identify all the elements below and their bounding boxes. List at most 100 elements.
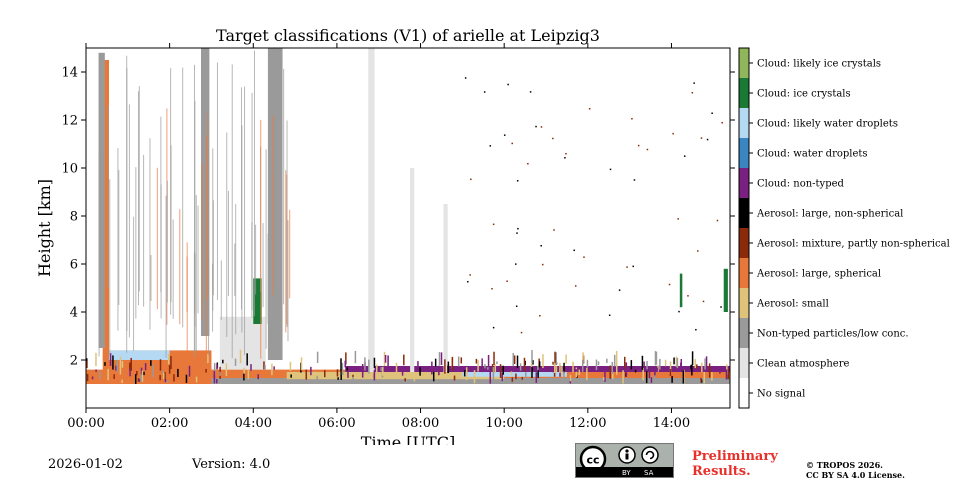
texture-speck xyxy=(554,362,556,374)
texture-speck xyxy=(453,375,456,381)
texture-speck xyxy=(657,365,659,372)
legend-label: Cloud: non-typed xyxy=(757,179,845,190)
footer-date: 2026-01-02 xyxy=(48,457,123,472)
legend-label: Aerosol: mixture, partly non-spherical xyxy=(756,239,950,250)
texture-speck xyxy=(701,362,703,373)
texture-pixel xyxy=(618,289,621,291)
y-tick-label: 6 xyxy=(70,258,78,273)
texture-speck xyxy=(496,361,498,365)
texture-streak xyxy=(276,179,278,346)
texture-speck xyxy=(595,359,598,371)
texture-pixel xyxy=(503,134,506,136)
cc-by-sa-badge: cc BY SA xyxy=(575,443,674,478)
texture-streak xyxy=(234,243,236,296)
texture-speck xyxy=(440,352,443,366)
texture-speck xyxy=(703,371,706,384)
texture-speck xyxy=(606,358,608,363)
texture-speck xyxy=(346,367,349,371)
legend-swatch xyxy=(739,228,749,258)
texture-speck xyxy=(166,380,169,383)
texture-speck xyxy=(460,357,463,364)
texture-pixel xyxy=(464,77,467,79)
texture-speck xyxy=(170,356,172,370)
texture-speck xyxy=(532,360,534,365)
texture-streak xyxy=(143,154,145,307)
texture-speck xyxy=(337,377,339,380)
texture-pixel xyxy=(492,223,495,226)
texture-streak xyxy=(99,55,101,303)
texture-streak xyxy=(287,220,289,342)
texture-speck xyxy=(86,373,89,382)
texture-speck xyxy=(375,364,378,377)
texture-speck xyxy=(336,369,339,377)
texture-speck xyxy=(95,369,97,372)
classification-layers xyxy=(86,48,730,384)
texture-streak xyxy=(193,251,195,358)
texture-speck xyxy=(725,369,728,380)
texture-speck xyxy=(700,377,702,383)
texture-speck xyxy=(634,369,637,373)
texture-speck xyxy=(549,376,551,381)
texture-speck xyxy=(344,360,346,368)
texture-speck xyxy=(404,378,406,382)
y-tick-label: 14 xyxy=(61,66,78,81)
texture-speck xyxy=(164,371,166,380)
texture-speck xyxy=(457,356,460,367)
texture-pixel xyxy=(517,227,519,230)
texture-speck xyxy=(104,362,106,366)
texture-speck xyxy=(383,351,386,367)
texture-pixel xyxy=(691,91,694,94)
texture-streak xyxy=(194,64,196,315)
texture-speck xyxy=(676,357,679,369)
texture-speck xyxy=(130,357,132,371)
texture-speck xyxy=(250,364,252,371)
texture-speck xyxy=(406,379,409,384)
texture-speck xyxy=(225,363,228,377)
texture-speck xyxy=(384,354,387,363)
texture-speck xyxy=(99,371,101,380)
texture-streak xyxy=(286,120,288,328)
legend-label: Cloud: water droplets xyxy=(757,149,868,160)
legend-swatch xyxy=(739,378,749,408)
preliminary-line-2: Results. xyxy=(692,464,751,479)
texture-speck xyxy=(613,354,616,367)
texture-speck xyxy=(305,369,308,380)
texture-streak xyxy=(135,167,137,319)
texture-speck xyxy=(555,366,558,373)
texture-speck xyxy=(129,362,131,371)
texture-speck xyxy=(271,363,273,376)
texture-speck xyxy=(413,376,416,382)
texture-pixel xyxy=(540,126,543,128)
texture-speck xyxy=(352,376,354,383)
texture-pixel xyxy=(716,219,719,222)
texture-speck xyxy=(654,372,656,379)
texture-speck xyxy=(642,367,644,381)
texture-pixel xyxy=(527,162,529,165)
texture-pixel xyxy=(711,112,713,114)
texture-speck xyxy=(316,351,319,363)
texture-pixel xyxy=(489,145,492,147)
texture-pixel xyxy=(721,121,723,124)
texture-speck xyxy=(622,370,624,384)
texture-pixel xyxy=(552,137,554,140)
texture-speck xyxy=(704,358,706,370)
texture-pixel xyxy=(588,108,591,110)
texture-speck xyxy=(451,356,454,371)
texture-speck xyxy=(345,352,347,365)
texture-streak xyxy=(235,204,237,335)
texture-speck xyxy=(597,361,600,366)
legend-label: Aerosol: small xyxy=(756,299,829,310)
texture-speck xyxy=(243,373,245,381)
legend-label: Cloud: ice crystals xyxy=(757,89,851,100)
texture-speck xyxy=(324,370,326,378)
texture-speck xyxy=(207,353,209,364)
texture-speck xyxy=(141,370,144,382)
texture-speck xyxy=(501,372,504,382)
texture-streak xyxy=(272,115,274,296)
legend-frame xyxy=(738,47,750,409)
texture-speck xyxy=(213,371,216,379)
texture-streak xyxy=(207,112,209,300)
texture-speck xyxy=(481,358,483,373)
texture-streak xyxy=(216,62,218,301)
texture-speck xyxy=(559,363,561,373)
